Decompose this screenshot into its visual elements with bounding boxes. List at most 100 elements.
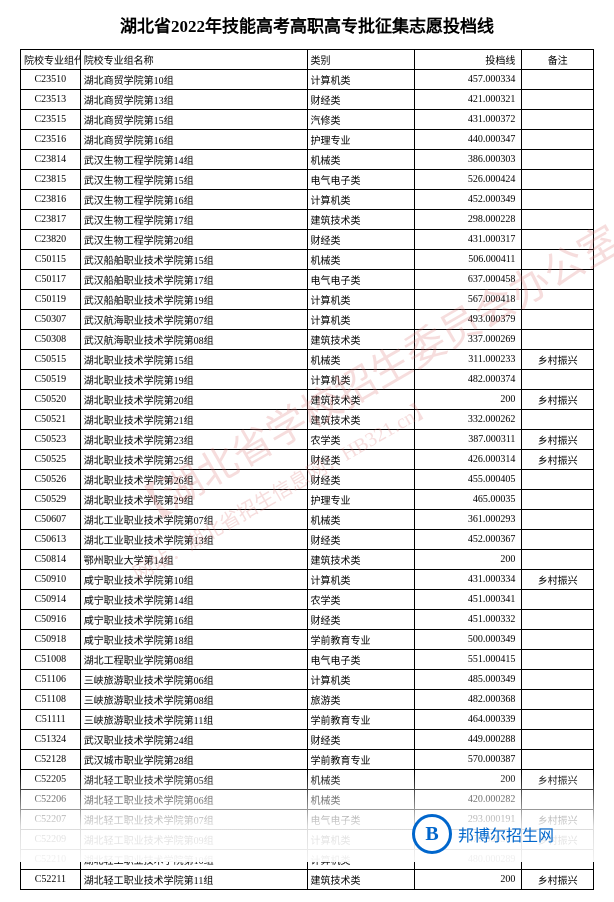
cell-category: 学前教育专业 (307, 630, 414, 650)
cell-remark (522, 670, 594, 690)
cell-remark (522, 90, 594, 110)
cell-code: C52205 (21, 770, 81, 790)
cell-name: 武汉职业技术学院第24组 (80, 730, 307, 750)
cell-name: 湖北职业技术学院第19组 (80, 370, 307, 390)
cell-code: C52206 (21, 790, 81, 810)
cell-remark (522, 710, 594, 730)
cell-score: 452.000367 (414, 530, 521, 550)
table-row: C52211湖北轻工职业技术学院第11组建筑技术类200乡村振兴 (21, 870, 594, 890)
table-row: C23510湖北商贸学院第10组计算机类457.000334 (21, 70, 594, 90)
table-row: C52205湖北轻工职业技术学院第05组机械类200乡村振兴 (21, 770, 594, 790)
header-score: 投档线 (414, 50, 521, 70)
cell-name: 湖北商贸学院第16组 (80, 130, 307, 150)
cell-score: 465.00035 (414, 490, 521, 510)
cell-score: 567.000418 (414, 290, 521, 310)
cell-code: C52128 (21, 750, 81, 770)
cell-category: 电气电子类 (307, 650, 414, 670)
table-row: C51324武汉职业技术学院第24组财经类449.000288 (21, 730, 594, 750)
cell-remark: 乡村振兴 (522, 350, 594, 370)
cell-remark (522, 470, 594, 490)
cell-code: C50117 (21, 270, 81, 290)
cell-remark (522, 730, 594, 750)
cell-score: 449.000288 (414, 730, 521, 750)
cell-name: 湖北职业技术学院第23组 (80, 430, 307, 450)
cell-score: 493.000379 (414, 310, 521, 330)
cell-name: 湖北轻工职业技术学院第06组 (80, 790, 307, 810)
table-row: C52206湖北轻工职业技术学院第06组机械类420.000282 (21, 790, 594, 810)
table-row: C50307武汉航海职业技术学院第07组计算机类493.000379 (21, 310, 594, 330)
cell-code: C50520 (21, 390, 81, 410)
cell-name: 鄂州职业大学第14组 (80, 550, 307, 570)
cell-category: 机械类 (307, 350, 414, 370)
cell-code: C52209 (21, 830, 81, 850)
table-row: C51106三峡旅游职业技术学院第06组计算机类485.000349 (21, 670, 594, 690)
cell-code: C23513 (21, 90, 81, 110)
table-row: C23815武汉生物工程学院第15组电气电子类526.000424 (21, 170, 594, 190)
cell-remark (522, 630, 594, 650)
cell-code: C50525 (21, 450, 81, 470)
cell-category: 计算机类 (307, 830, 414, 850)
cell-code: C50521 (21, 410, 81, 430)
table-row: C23513湖北商贸学院第13组财经类421.000321 (21, 90, 594, 110)
cell-category: 机械类 (307, 250, 414, 270)
cell-score: 426.000314 (414, 450, 521, 470)
cell-score: 500.000349 (414, 630, 521, 650)
cell-code: C23815 (21, 170, 81, 190)
cell-name: 武汉船舶职业技术学院第15组 (80, 250, 307, 270)
cell-name: 武汉生物工程学院第20组 (80, 230, 307, 250)
cell-category: 机械类 (307, 790, 414, 810)
table-row: C50526湖北职业技术学院第26组财经类455.000405 (21, 470, 594, 490)
cell-score: 431.000317 (414, 230, 521, 250)
score-table: 院校专业组代号 院校专业组名称 类别 投档线 备注 C23510湖北商贸学院第1… (20, 49, 594, 890)
cell-score: 570.000387 (414, 750, 521, 770)
cell-code: C50523 (21, 430, 81, 450)
cell-remark: 乡村振兴 (522, 870, 594, 890)
cell-score: 526.000424 (414, 170, 521, 190)
cell-score: 452.000349 (414, 190, 521, 210)
cell-remark (522, 410, 594, 430)
table-row: C51111三峡旅游职业技术学院第11组学前教育专业464.000339 (21, 710, 594, 730)
cell-category: 建筑技术类 (307, 210, 414, 230)
cell-score: 440.000347 (414, 130, 521, 150)
cell-name: 武汉城市职业学院第28组 (80, 750, 307, 770)
cell-remark (522, 790, 594, 810)
table-row: C50308武汉航海职业技术学院第08组建筑技术类337.000269 (21, 330, 594, 350)
footer-logo: B 邦博尔招生网 (412, 814, 554, 854)
cell-name: 湖北轻工职业技术学院第07组 (80, 810, 307, 830)
cell-name: 武汉生物工程学院第14组 (80, 150, 307, 170)
table-row: C50523湖北职业技术学院第23组农学类387.000311乡村振兴 (21, 430, 594, 450)
table-row: C50914咸宁职业技术学院第14组农学类451.000341 (21, 590, 594, 610)
cell-remark (522, 150, 594, 170)
cell-category: 电气电子类 (307, 810, 414, 830)
cell-score: 637.000458 (414, 270, 521, 290)
cell-remark: 乡村振兴 (522, 770, 594, 790)
cell-name: 咸宁职业技术学院第18组 (80, 630, 307, 650)
cell-category: 建筑技术类 (307, 550, 414, 570)
cell-code: C23510 (21, 70, 81, 90)
cell-code: C52211 (21, 870, 81, 890)
table-row: C50607湖北工业职业技术学院第07组机械类361.000293 (21, 510, 594, 530)
cell-remark (522, 490, 594, 510)
cell-name: 湖北职业技术学院第26组 (80, 470, 307, 490)
cell-remark (522, 330, 594, 350)
cell-code: C52210 (21, 850, 81, 870)
cell-name: 湖北职业技术学院第29组 (80, 490, 307, 510)
cell-code: C51111 (21, 710, 81, 730)
cell-category: 计算机类 (307, 570, 414, 590)
cell-remark: 乡村振兴 (522, 450, 594, 470)
cell-name: 武汉生物工程学院第17组 (80, 210, 307, 230)
cell-name: 武汉生物工程学院第16组 (80, 190, 307, 210)
cell-score: 200 (414, 870, 521, 890)
cell-score: 387.000311 (414, 430, 521, 450)
cell-score: 386.000303 (414, 150, 521, 170)
cell-remark (522, 210, 594, 230)
table-row: C50115武汉船舶职业技术学院第15组机械类506.000411 (21, 250, 594, 270)
cell-name: 三峡旅游职业技术学院第08组 (80, 690, 307, 710)
cell-category: 农学类 (307, 590, 414, 610)
cell-name: 武汉船舶职业技术学院第17组 (80, 270, 307, 290)
table-row: C23814武汉生物工程学院第14组机械类386.000303 (21, 150, 594, 170)
table-row: C51108三峡旅游职业技术学院第08组旅游类482.000368 (21, 690, 594, 710)
cell-name: 武汉生物工程学院第15组 (80, 170, 307, 190)
cell-name: 湖北职业技术学院第20组 (80, 390, 307, 410)
table-row: C50117武汉船舶职业技术学院第17组电气电子类637.000458 (21, 270, 594, 290)
